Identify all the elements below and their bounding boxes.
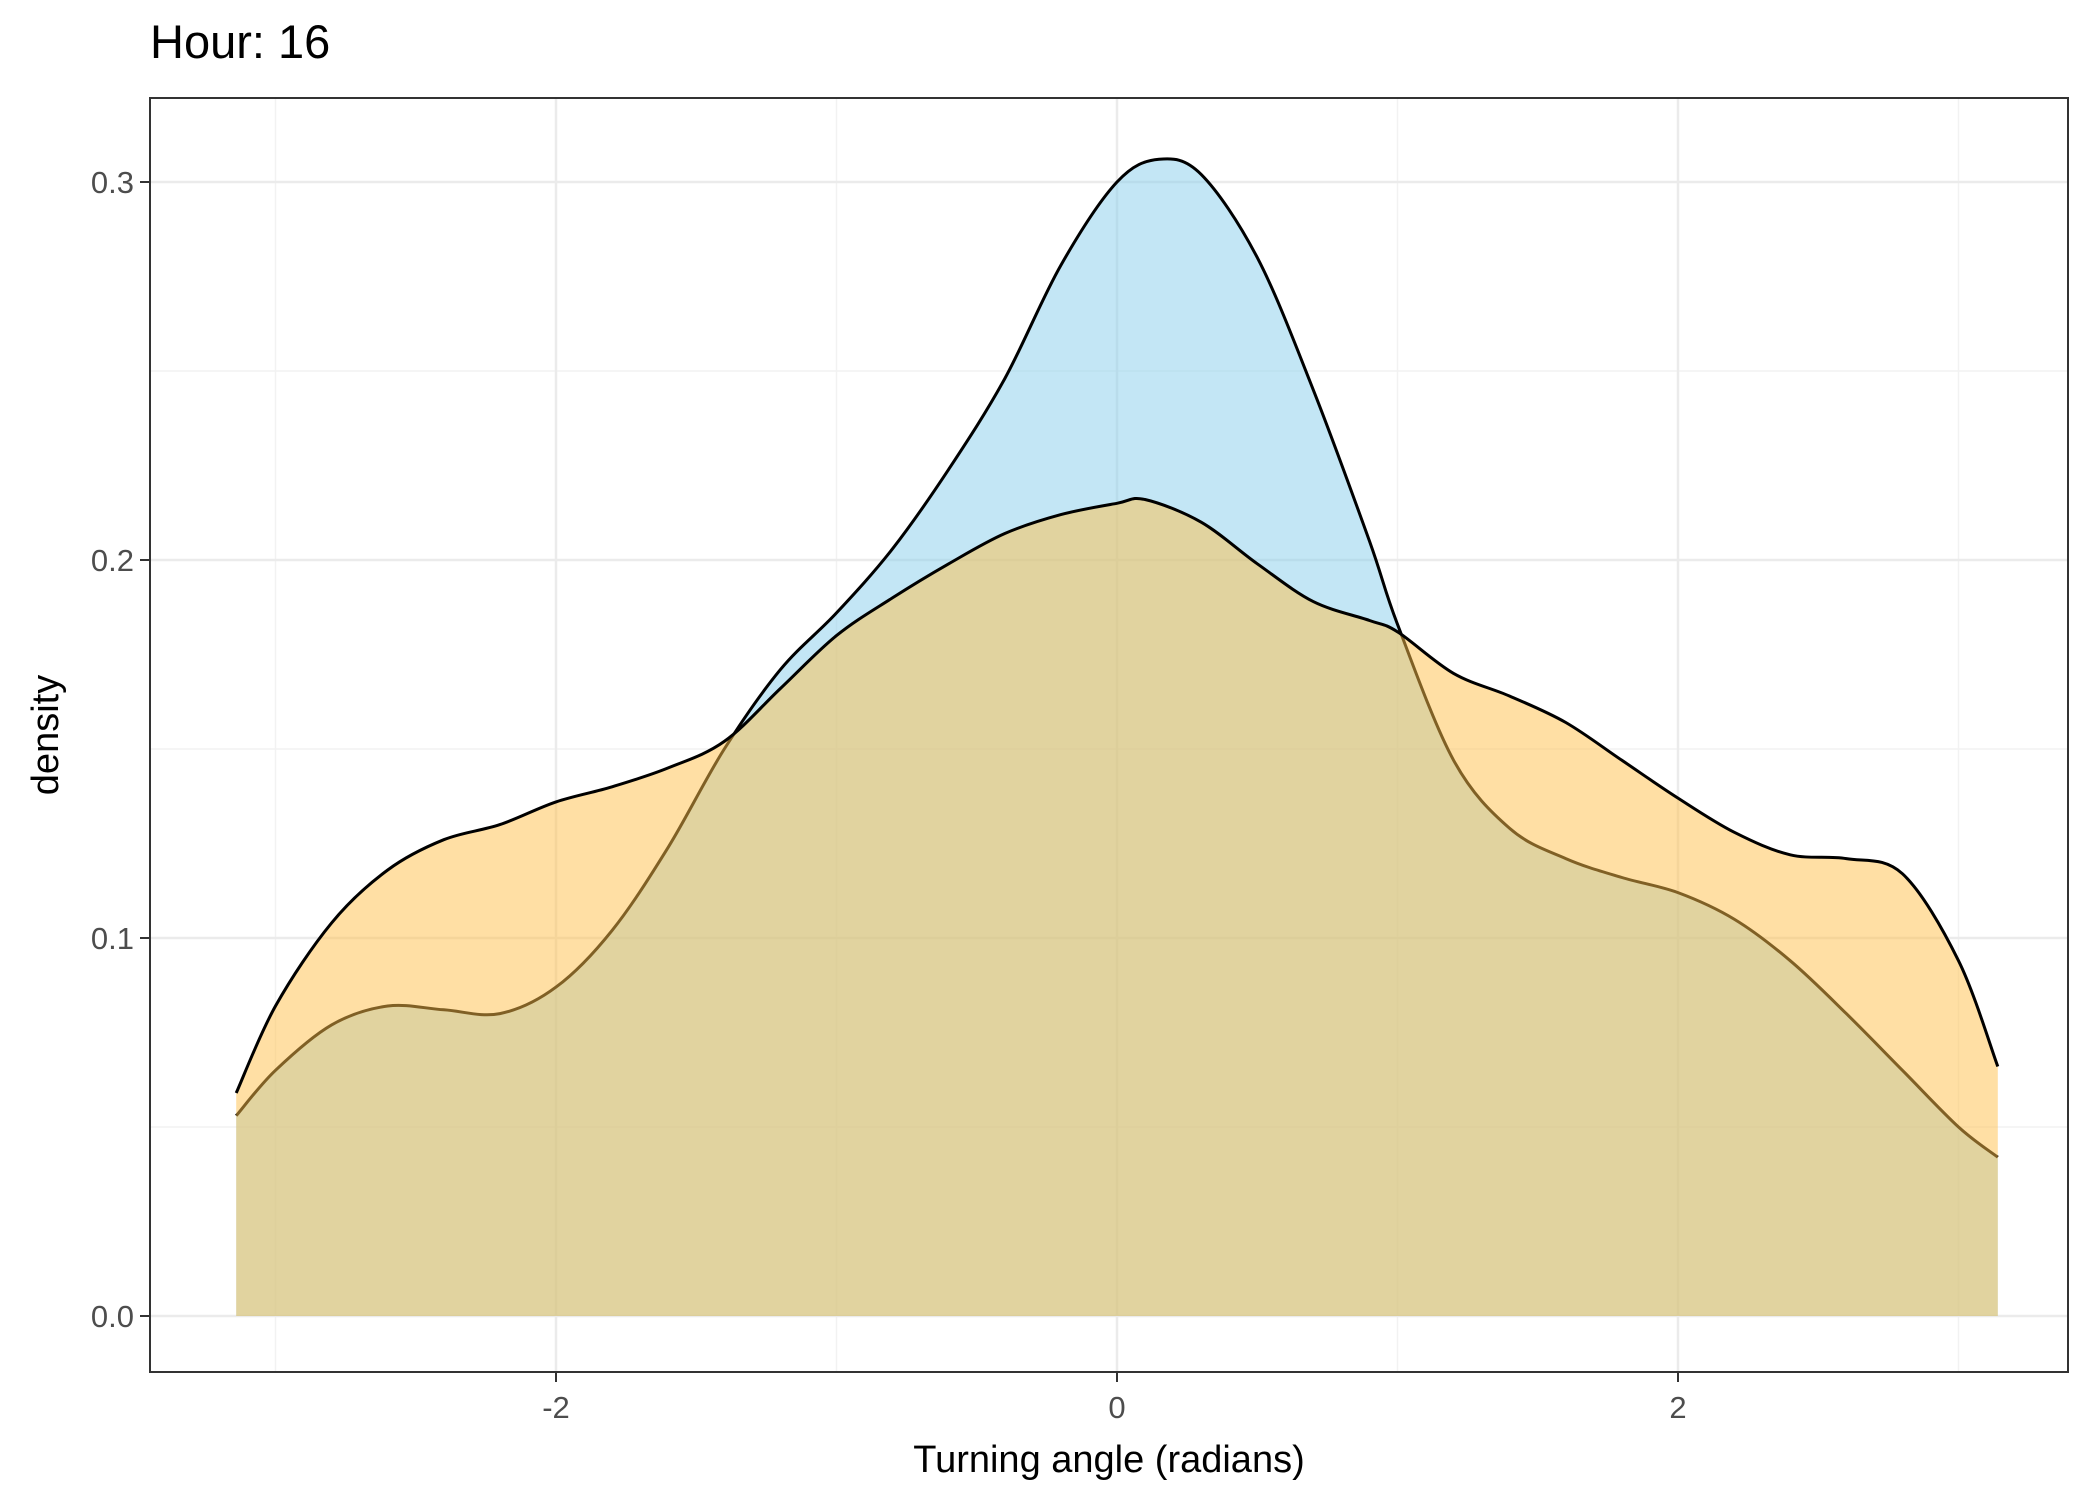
x-tick-label: 2 [1669,1390,1686,1425]
x-axis: -2 0 2 [542,1372,1687,1425]
y-axis-title: density [25,675,67,795]
x-tick-label: -2 [542,1390,570,1425]
y-axis: 0.0 0.1 0.2 0.3 [91,165,150,1334]
density-area-2 [236,498,1998,1316]
y-tick-label: 0.2 [91,543,134,578]
y-tick-label: 0.1 [91,921,134,956]
x-axis-title: Turning angle (radians) [913,1439,1304,1481]
plot-panel-border [149,97,2069,1373]
density-areas [234,157,2000,1317]
x-tick-label: 0 [1108,1390,1125,1425]
y-tick-label: 0.0 [91,1299,134,1334]
y-tick-label: 0.3 [91,165,134,200]
chart-title: Hour: 16 [150,15,331,68]
density-line-2 [234,496,2000,1094]
